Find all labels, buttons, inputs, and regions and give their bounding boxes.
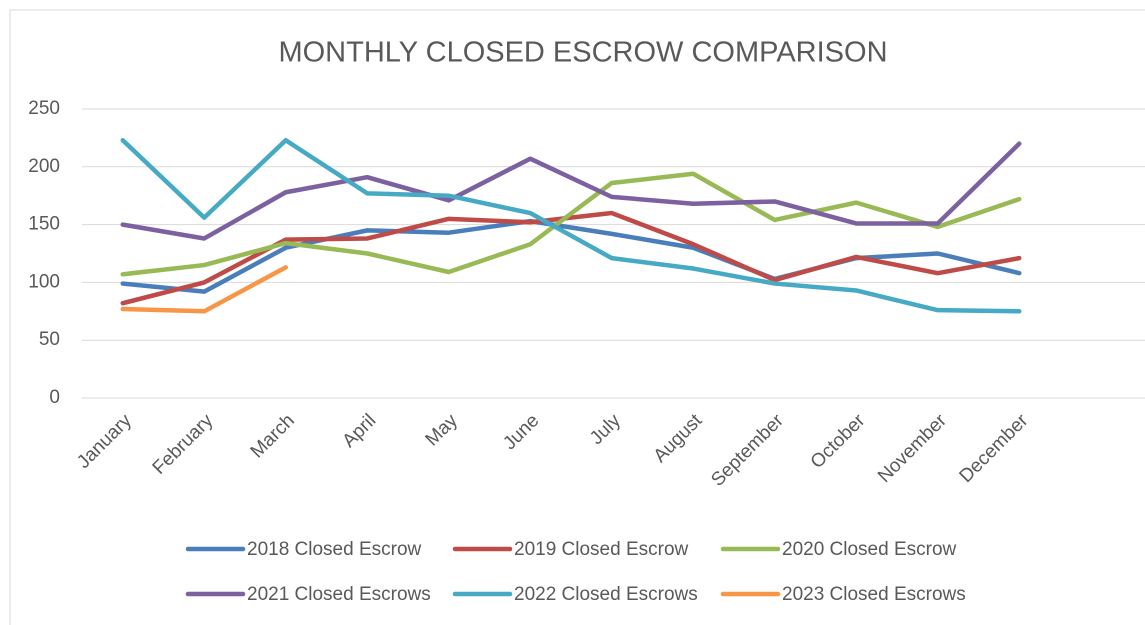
chart-frame <box>9 9 1145 625</box>
series-line <box>120 141 1022 241</box>
legend-label: 2021 Closed Escrows <box>247 584 431 605</box>
legend-label: 2020 Closed Escrow <box>782 539 957 560</box>
legend-label: 2022 Closed Escrows <box>514 584 698 605</box>
series-line <box>120 171 1022 277</box>
y-tick-label: 150 <box>28 214 60 235</box>
y-tick-label: 250 <box>28 98 60 119</box>
legend-label: 2019 Closed Escrow <box>514 539 689 560</box>
y-tick-label: 0 <box>49 387 60 408</box>
series-line <box>120 265 288 314</box>
legend-label: 2018 Closed Escrow <box>247 539 422 560</box>
y-tick-label: 50 <box>39 329 60 350</box>
series-line <box>120 137 1022 314</box>
series-line <box>120 218 1022 294</box>
y-tick-label: 100 <box>28 271 60 292</box>
chart-title: MONTHLY CLOSED ESCROW COMPARISON <box>278 37 887 69</box>
y-tick-label: 200 <box>28 156 60 177</box>
legend-label: 2023 Closed Escrows <box>782 584 966 605</box>
